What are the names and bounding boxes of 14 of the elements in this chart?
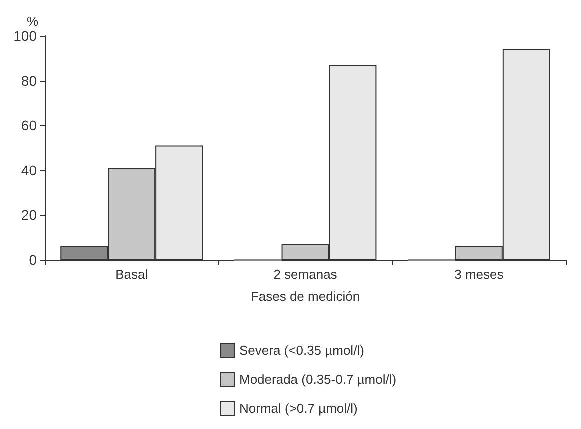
- y-tick-label: 20: [21, 207, 38, 224]
- x-tick-label: Basal: [116, 267, 148, 282]
- legend-label: Normal (>0.7 µmol/l): [240, 401, 358, 416]
- legend-label: Severa (<0.35 µmol/l): [240, 343, 364, 358]
- y-tick-label: 100: [14, 28, 38, 44]
- x-tick-label: 2 semanas: [274, 267, 338, 282]
- legend-label: Moderada (0.35-0.7 µmol/l): [240, 372, 397, 387]
- x-tick-label: 3 meses: [454, 267, 504, 282]
- y-tick-label: 60: [21, 118, 38, 134]
- x-axis-title: Fases de medición: [250, 289, 360, 304]
- y-tick-label: 80: [21, 72, 38, 89]
- y-tick-label: 40: [21, 162, 38, 178]
- y-tick-label: 0: [29, 252, 38, 268]
- y-axis-title: %: [27, 14, 39, 29]
